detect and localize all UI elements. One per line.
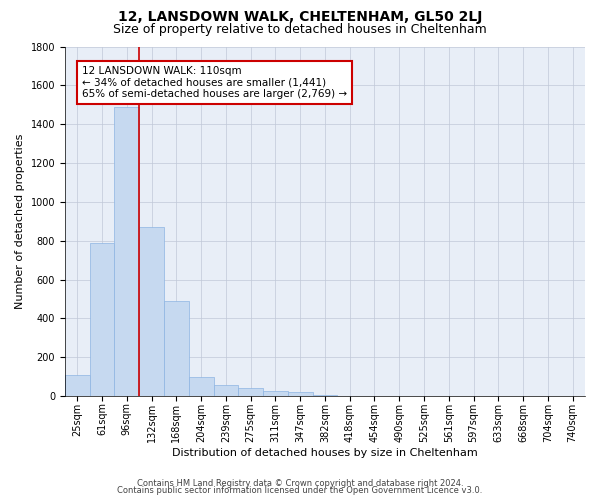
Bar: [238, 388, 263, 396]
Text: Contains public sector information licensed under the Open Government Licence v3: Contains public sector information licen…: [118, 486, 482, 495]
Text: Size of property relative to detached houses in Cheltenham: Size of property relative to detached ho…: [113, 22, 487, 36]
Bar: [164, 301, 189, 396]
Text: Contains HM Land Registry data © Crown copyright and database right 2024.: Contains HM Land Registry data © Crown c…: [137, 478, 463, 488]
Bar: [214, 384, 238, 396]
Bar: [89, 242, 115, 396]
Bar: [288, 392, 313, 396]
Y-axis label: Number of detached properties: Number of detached properties: [15, 134, 25, 309]
Bar: [313, 395, 337, 396]
Bar: [65, 375, 89, 396]
Bar: [139, 227, 164, 396]
Text: 12 LANSDOWN WALK: 110sqm
← 34% of detached houses are smaller (1,441)
65% of sem: 12 LANSDOWN WALK: 110sqm ← 34% of detach…: [82, 66, 347, 99]
Bar: [263, 392, 288, 396]
Bar: [189, 377, 214, 396]
X-axis label: Distribution of detached houses by size in Cheltenham: Distribution of detached houses by size …: [172, 448, 478, 458]
Text: 12, LANSDOWN WALK, CHELTENHAM, GL50 2LJ: 12, LANSDOWN WALK, CHELTENHAM, GL50 2LJ: [118, 10, 482, 24]
Bar: [115, 106, 139, 396]
